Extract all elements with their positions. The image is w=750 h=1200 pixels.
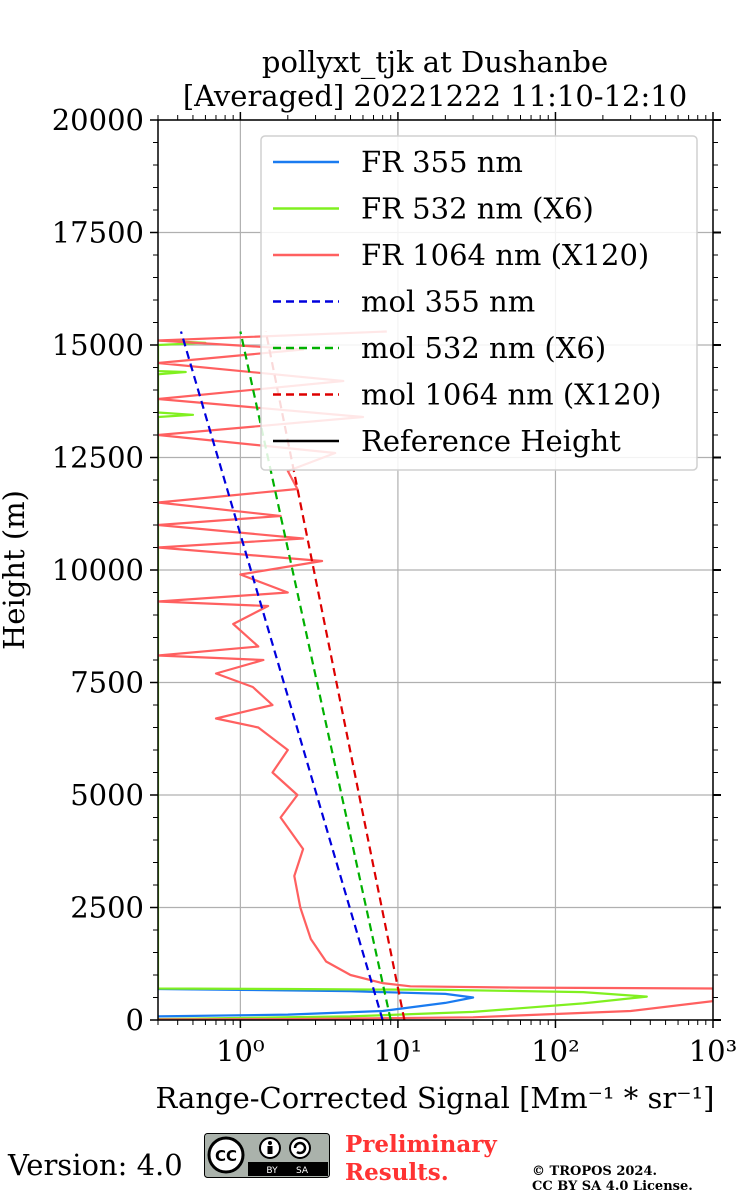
cc-by-sa-badge: CC BY SA <box>204 1133 330 1178</box>
y-tick-label: 20000 <box>52 103 144 137</box>
legend: FR 355 nm FR 532 nm (X6) FR 1064 nm (X120)… <box>260 135 698 471</box>
y-tick-label: 2500 <box>70 891 144 925</box>
legend-label: FR 355 nm <box>361 145 523 179</box>
copyright-line1: © TROPOS 2024. <box>532 1164 658 1179</box>
y-tick-label: 15000 <box>52 328 144 362</box>
x-tick-label: 10¹ <box>374 1034 423 1068</box>
series-line <box>158 339 648 1020</box>
legend-label: mol 532 nm (X6) <box>361 331 606 365</box>
legend-label: mol 1064 nm (X120) <box>361 378 662 412</box>
legend-label: mol 355 nm <box>361 285 535 319</box>
legend-label: FR 1064 nm (X120) <box>361 238 649 272</box>
copyright-line2: CC BY SA 4.0 License. <box>532 1179 693 1194</box>
y-axis-label: Height (m) <box>0 490 31 650</box>
plot-area <box>158 330 713 1020</box>
cc-text: CC <box>215 1147 237 1165</box>
chart-title-line2: [Averaged] 20221222 11:10-12:10 <box>183 79 687 113</box>
sa-text: SA <box>296 1166 309 1176</box>
y-tick-label: 17500 <box>52 216 144 250</box>
y-tick-label: 5000 <box>70 778 144 812</box>
preliminary-results-label: Preliminary Results. <box>345 1131 497 1187</box>
legend-label: FR 532 nm (X6) <box>361 192 594 226</box>
y-tick-label: 7500 <box>70 666 144 700</box>
x-axis-label: Range-Corrected Signal [Mm⁻¹ * sr⁻¹] <box>156 1081 715 1115</box>
y-tick-label: 12500 <box>52 441 144 475</box>
x-tick-label: 10² <box>531 1034 580 1068</box>
series-line <box>179 331 384 1020</box>
x-tick-label: 10⁰ <box>216 1034 265 1068</box>
x-tick-label: 10³ <box>689 1034 738 1068</box>
legend-label: Reference Height <box>361 424 621 458</box>
prelim-line1: Preliminary <box>345 1131 497 1158</box>
y-tick-label: 10000 <box>52 553 144 587</box>
chart: pollyxt_tjk at Dushanbe [Averaged] 20221… <box>0 45 738 1115</box>
sa-icon <box>289 1137 311 1159</box>
version-label: Version: 4.0 <box>8 1148 183 1182</box>
legend-box <box>260 135 698 471</box>
series-line <box>158 987 475 1018</box>
axis-ticks: 0 2500 5000 7500 10000 12500 15000 17500 20000 10… <box>52 103 738 1068</box>
chart-title-line1: pollyxt_tjk at Dushanbe <box>262 45 608 80</box>
copyright-notice: © TROPOS 2024. CC BY SA 4.0 License. <box>532 1164 693 1194</box>
y-tick-label: 0 <box>126 1003 144 1037</box>
by-text: BY <box>266 1166 278 1176</box>
prelim-line2: Results. <box>345 1159 449 1186</box>
